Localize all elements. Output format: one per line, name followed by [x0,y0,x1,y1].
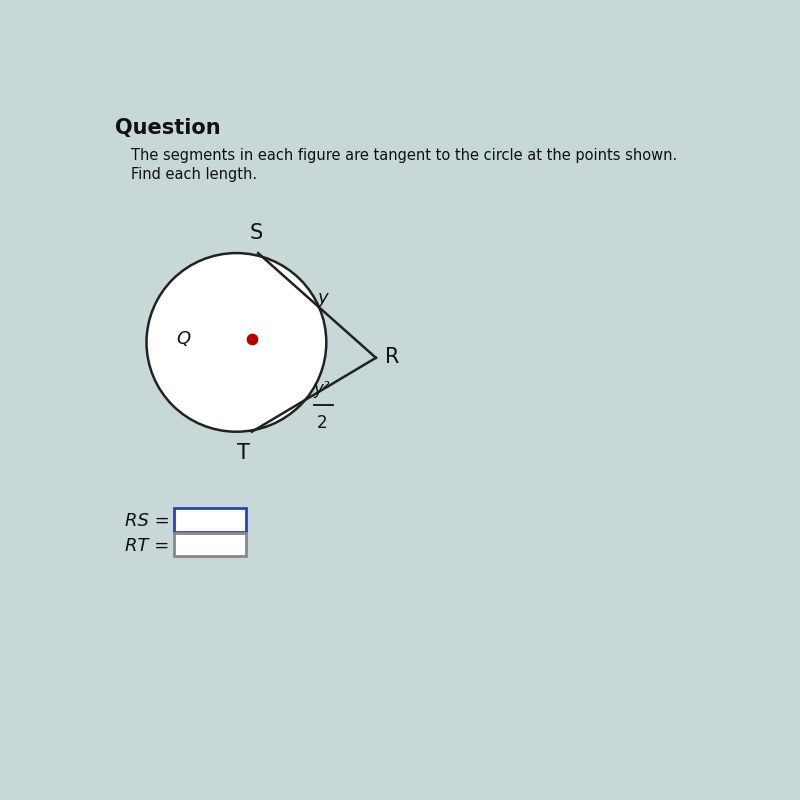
Text: 2: 2 [317,414,327,432]
Circle shape [146,253,326,432]
Text: Question: Question [115,118,221,138]
Bar [174,533,246,556]
Text: y²: y² [314,380,330,398]
Text: The segments in each figure are tangent to the circle at the points shown.: The segments in each figure are tangent … [131,148,678,163]
Text: T: T [238,443,250,463]
Point [246,333,258,346]
Text: Find each length.: Find each length. [131,167,257,182]
Text: Q: Q [177,330,190,348]
Bar [174,508,246,531]
Text: RS =: RS = [125,512,170,530]
Text: R: R [386,346,399,366]
Text: y: y [318,289,329,307]
Text: S: S [250,222,263,242]
Text: RT =: RT = [125,537,169,554]
